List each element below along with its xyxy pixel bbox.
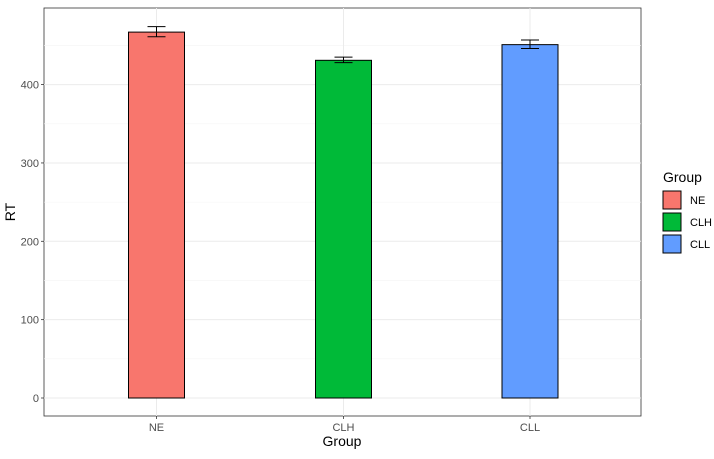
legend: Group NE CLH CLL <box>662 169 712 254</box>
y-tick-label: 100 <box>21 315 39 327</box>
legend-key-ne <box>662 190 682 210</box>
x-tick-label: NE <box>149 422 164 434</box>
x-axis-title: Group <box>323 433 362 449</box>
x-tick-label: CLL <box>520 422 540 434</box>
error-bars <box>147 26 539 64</box>
bar-clh <box>315 59 372 399</box>
legend-label-ne: NE <box>690 195 705 207</box>
y-axis-title: RT <box>2 202 18 221</box>
legend-key-clh <box>662 212 682 232</box>
error-bar-clh <box>334 56 353 64</box>
error-bar-ne <box>147 26 166 38</box>
y-tick-label: 300 <box>21 158 39 170</box>
legend-label-cll: CLL <box>690 239 710 251</box>
bar-cll <box>501 44 559 399</box>
legend-key-cll <box>662 234 682 254</box>
bars <box>128 31 559 399</box>
y-tick-label: 200 <box>21 236 39 248</box>
y-tick-label: 0 <box>33 393 39 405</box>
bar-ne <box>128 31 185 399</box>
legend-title: Group <box>663 169 702 185</box>
x-axis: NE CLH CLL <box>149 416 540 434</box>
y-tick-label: 400 <box>21 80 39 92</box>
y-axis: 0 100 200 300 400 <box>21 80 44 405</box>
legend-label-clh: CLH <box>690 217 712 229</box>
error-bar-cll <box>521 39 539 50</box>
x-tick-label: CLH <box>332 422 354 434</box>
